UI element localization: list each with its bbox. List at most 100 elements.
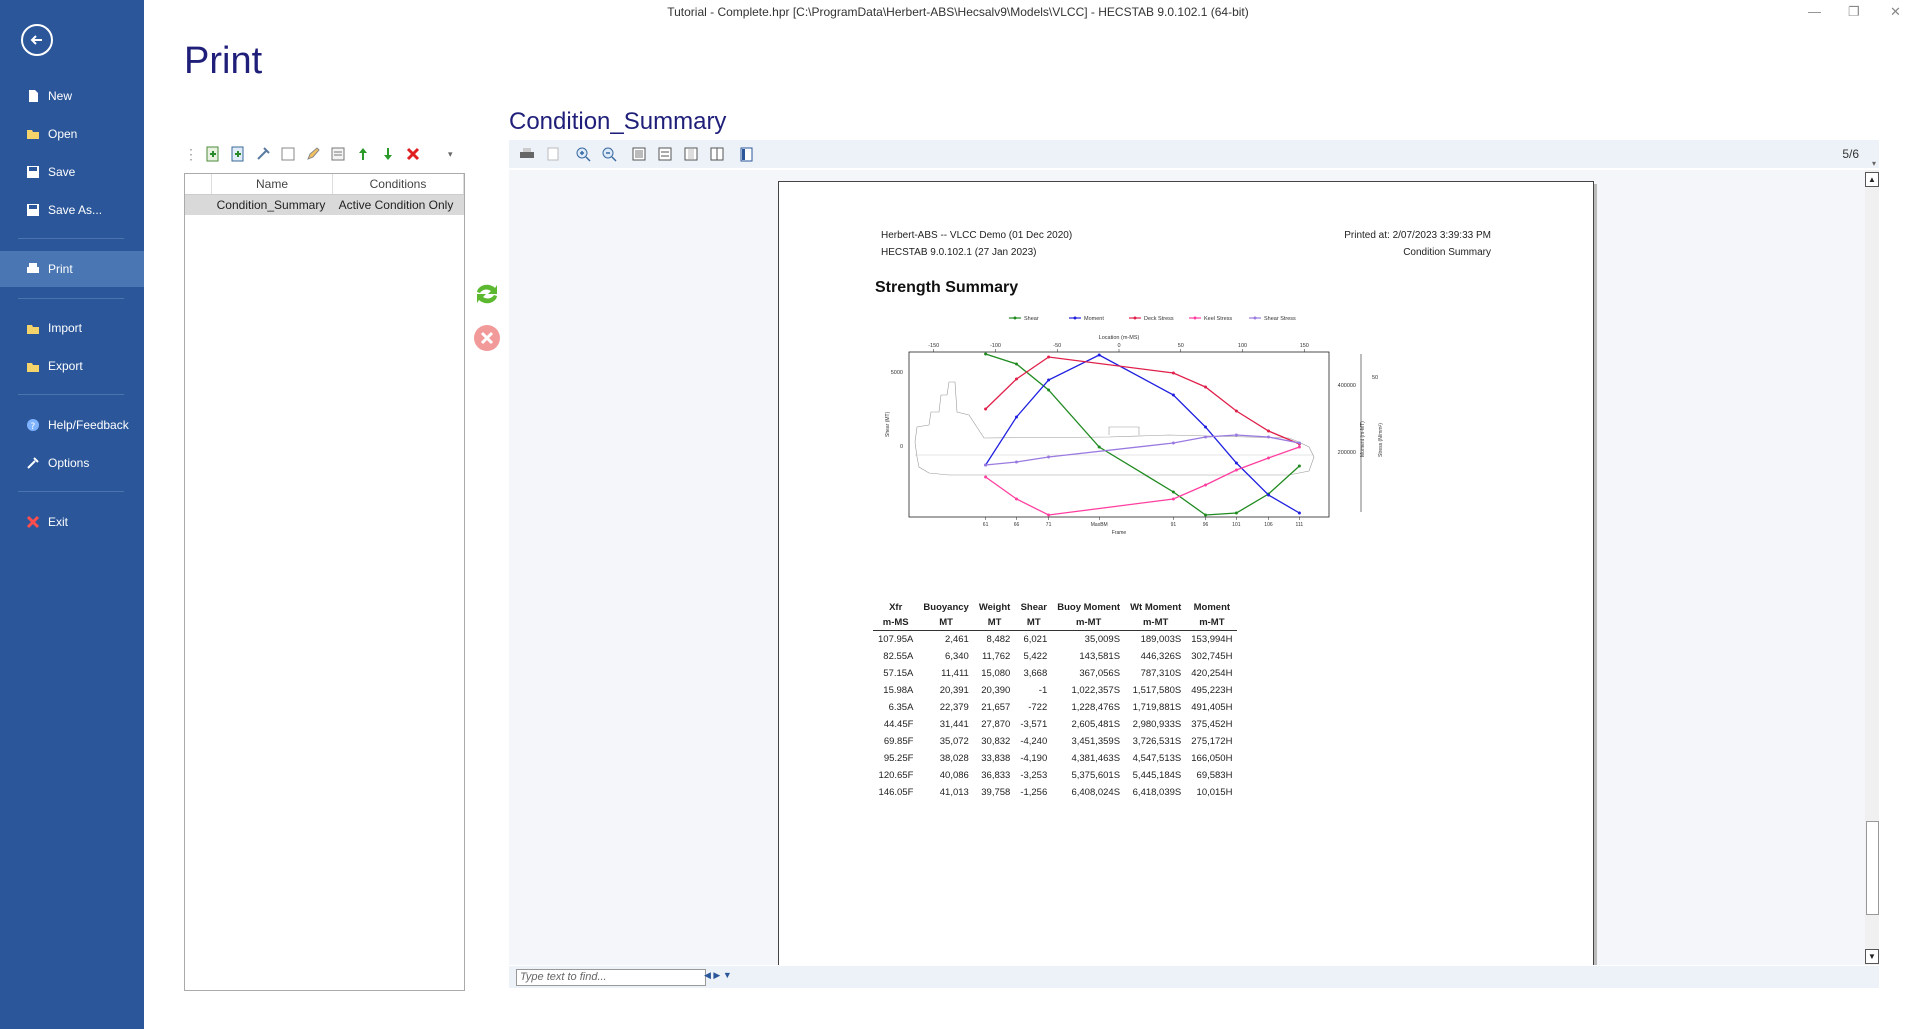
table-column-header: Shear (1020, 602, 1047, 613)
find-navigation[interactable]: ◀ ▶ ▼ (704, 970, 732, 980)
header-printed-at: Printed at: 2/07/2023 3:39:33 PM (1344, 230, 1491, 241)
nav-save-label: Save (48, 165, 76, 179)
table-cell: 491,405H (1191, 702, 1233, 713)
nav-print-label: Print (48, 262, 73, 276)
export-report-button[interactable] (737, 144, 757, 164)
zoom-in-button[interactable] (573, 144, 593, 164)
table-cell: 22,379 (939, 702, 969, 713)
delete-button[interactable] (403, 144, 423, 164)
data-point (984, 475, 988, 479)
toolbar-grip: ⋮ (184, 145, 198, 162)
table-cell: -4,240 (1020, 736, 1048, 747)
keel-stress-line (985, 446, 1300, 516)
toolbar-overflow-icon[interactable]: ▾ (448, 148, 453, 159)
legend-label: Shear (1024, 316, 1039, 322)
nav-export[interactable]: Export (0, 348, 144, 384)
bottom-tick-label: 101 (1232, 522, 1241, 528)
close-button[interactable]: ✕ (1890, 4, 1901, 19)
nav-export-label: Export (48, 359, 83, 373)
table-cell: 11,411 (941, 668, 969, 679)
nav-save[interactable]: Save (0, 154, 144, 190)
cancel-button[interactable] (471, 322, 503, 354)
find-input[interactable]: Type text to find... (516, 969, 706, 986)
scroll-down-button[interactable]: ▼ (1865, 949, 1879, 964)
header-spacer (185, 174, 212, 194)
scroll-thumb[interactable] (1866, 821, 1879, 915)
data-point (1047, 513, 1051, 517)
list-item[interactable]: Condition_Summary Active Condition Only (185, 195, 464, 215)
nav-new[interactable]: New (0, 78, 144, 114)
table-cell: 5,445,184S (1132, 770, 1182, 781)
data-point (1047, 378, 1051, 382)
nav-exit[interactable]: Exit (0, 504, 144, 540)
strength-table: Xfr Buoyancy Weight Shear Buoy Moment Wt Mome… (873, 600, 1238, 801)
format-button[interactable] (328, 144, 348, 164)
table-cell: 275,172H (1191, 736, 1233, 747)
cancel-icon (474, 325, 500, 351)
table-cell: 41,013 (939, 787, 969, 798)
table-row: 6.35A 22,379 21,657 -722 1,228,476S 1,719,881… (873, 699, 1237, 716)
table-cell: 30,832 (981, 736, 1011, 747)
left-tick-label: 0 (900, 444, 903, 450)
minimize-button[interactable]: — (1808, 4, 1821, 19)
print-button[interactable] (517, 144, 537, 164)
table-column-header: Xfr (889, 602, 903, 613)
properties-button[interactable] (253, 144, 273, 164)
data-point (1204, 425, 1207, 429)
left-axis-label: Shear (MT) (885, 411, 891, 437)
nav-save-as[interactable]: Save As... (0, 192, 144, 228)
vertical-scrollbar[interactable]: ▲ ▼ (1865, 170, 1879, 965)
nav-import[interactable]: Import (0, 310, 144, 346)
backstage-sidebar: New Open Save Save As... Print Import Ex… (0, 0, 144, 1029)
zoom-out-button[interactable] (599, 144, 619, 164)
column-header-conditions[interactable]: Conditions (333, 174, 464, 194)
whole-page-button[interactable] (629, 144, 649, 164)
header-company: Herbert-ABS -- VLCC Demo (01 Dec 2020) (881, 230, 1073, 241)
nav-options[interactable]: Options (0, 445, 144, 481)
column-header-name[interactable]: Name (212, 174, 333, 194)
two-pages-button[interactable] (707, 144, 727, 164)
add-report-button[interactable] (203, 144, 223, 164)
back-arrow-icon (30, 35, 42, 45)
legend-marker (1193, 316, 1197, 320)
nav-open[interactable]: Open (0, 116, 144, 152)
table-cell: 44.45F (883, 719, 914, 730)
table-cell: 166,050H (1191, 753, 1233, 764)
add-report-copy-button[interactable] (228, 144, 248, 164)
page-width-button[interactable] (655, 144, 675, 164)
two-pages-icon (710, 147, 724, 161)
table-cell: 27,870 (981, 719, 1011, 730)
table-cell: 3,451,359S (1071, 736, 1121, 747)
options-icon (27, 457, 39, 469)
single-page-button[interactable] (681, 144, 701, 164)
edit-button[interactable] (303, 144, 323, 164)
page-setup-button[interactable] (278, 144, 298, 164)
table-cell: 40,086 (939, 770, 969, 781)
right-axis-label: Stress (N/mm²) (1378, 423, 1384, 457)
list-header: Name Conditions (185, 174, 464, 195)
move-down-button[interactable] (378, 144, 398, 164)
table-cell: 4,547,513S (1132, 753, 1182, 764)
table-unit-header: m-MS (873, 615, 919, 631)
table-cell: 6,340 (945, 651, 969, 662)
sidebar-divider (18, 298, 124, 299)
top-tick-label: -150 (928, 343, 939, 349)
nav-help[interactable]: ? Help/Feedback (0, 407, 144, 443)
restore-button[interactable]: ❐ (1848, 4, 1860, 19)
refresh-button[interactable] (471, 278, 503, 310)
data-point (1234, 433, 1238, 437)
table-cell: 82.55A (883, 651, 914, 662)
nav-print[interactable]: Print (0, 251, 144, 287)
scroll-up-button[interactable]: ▲ (1865, 172, 1879, 187)
table-cell: 20,391 (939, 685, 969, 696)
window-title: Tutorial - Complete.hpr [C:\ProgramData\… (667, 5, 1249, 19)
table-cell: 302,745H (1191, 651, 1233, 662)
back-button[interactable] (21, 24, 53, 56)
viewer-toolbar: 5/6 ▾ (509, 140, 1879, 168)
table-cell: 5,375,601S (1071, 770, 1121, 781)
data-point (1047, 355, 1051, 359)
copy-button[interactable] (543, 144, 563, 164)
report-preview-area: Herbert-ABS -- VLCC Demo (01 Dec 2020) H… (509, 170, 1865, 965)
viewer-toolbar-overflow-icon[interactable]: ▾ (1871, 159, 1876, 168)
move-up-button[interactable] (353, 144, 373, 164)
